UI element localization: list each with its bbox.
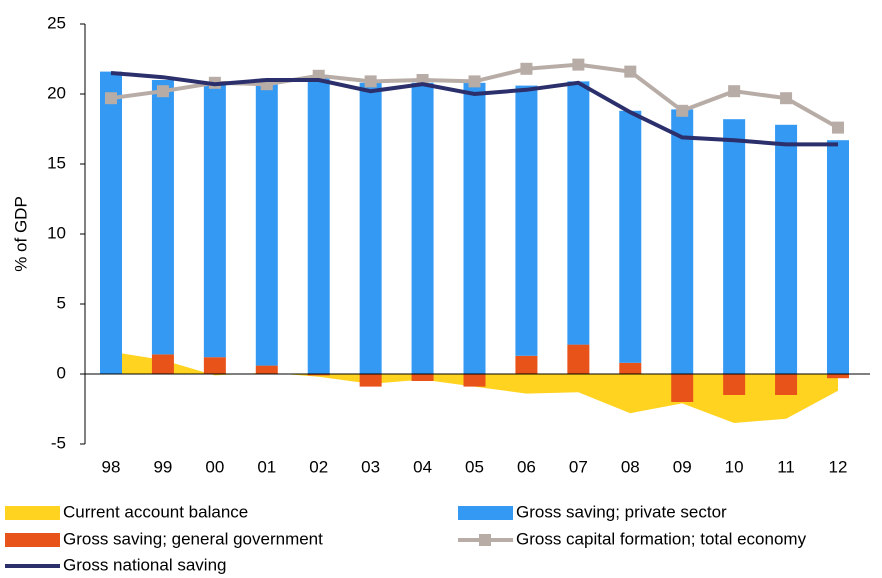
bar (671, 109, 694, 375)
y-tick-label: 5 (57, 293, 66, 312)
y-tick-label: -5 (51, 433, 66, 452)
bar (827, 374, 849, 379)
bar (671, 374, 694, 402)
marker (520, 62, 533, 75)
x-tick-label: 05 (465, 457, 484, 476)
bar (775, 124, 798, 374)
marker (676, 104, 689, 117)
legend-label: Gross saving; general government (63, 529, 323, 548)
x-tick-label: 98 (102, 457, 121, 476)
bar (567, 344, 590, 374)
y-tick-label: 25 (47, 13, 66, 32)
x-tick-label: 09 (673, 457, 692, 476)
bar (203, 357, 226, 374)
marker (364, 75, 377, 88)
legend-swatch (5, 506, 60, 520)
x-tick-label: 10 (725, 457, 744, 476)
bar (411, 82, 434, 375)
marker (780, 92, 793, 105)
bar (723, 374, 746, 395)
bar (619, 110, 642, 363)
x-tick-label: 00 (205, 457, 224, 476)
bar (827, 140, 849, 374)
bar (100, 71, 122, 374)
bar (463, 82, 486, 375)
x-tick-label: 01 (257, 457, 276, 476)
area (111, 351, 838, 423)
bar (775, 374, 798, 395)
legend-label: Gross capital formation; total economy (516, 529, 807, 548)
marker (728, 85, 741, 98)
bar (255, 365, 278, 374)
line (110, 71, 838, 147)
x-tick-label: 03 (361, 457, 380, 476)
bar (515, 85, 538, 356)
x-tick-label: 12 (829, 457, 848, 476)
x-tick-label: 02 (309, 457, 328, 476)
y-tick-label: 0 (57, 363, 66, 382)
marker (156, 85, 169, 98)
x-tick-label: 04 (413, 457, 432, 476)
bar (203, 82, 226, 358)
bar (307, 374, 330, 376)
marker (468, 75, 481, 88)
legend-swatch (5, 533, 60, 547)
bar (359, 374, 382, 387)
bar (463, 374, 486, 387)
marker (832, 121, 844, 134)
legend-swatch (458, 506, 513, 520)
legend-label: Gross national saving (63, 555, 226, 574)
x-tick-label: 06 (517, 457, 536, 476)
x-tick-label: 08 (621, 457, 640, 476)
bar (567, 81, 590, 345)
y-tick-label: 20 (47, 83, 66, 102)
bar (359, 82, 382, 375)
marker (572, 58, 585, 71)
marker (105, 92, 117, 105)
bar (151, 80, 174, 355)
bar (723, 119, 746, 374)
y-tick-label: 10 (47, 223, 66, 242)
legend-label: Current account balance (63, 502, 248, 521)
bar (307, 77, 330, 374)
x-tick-label: 07 (569, 457, 588, 476)
marker (624, 65, 637, 78)
legend-label: Gross saving; private sector (516, 502, 727, 521)
bar (619, 362, 642, 374)
y-tick-label: 15 (47, 153, 66, 172)
bar (255, 80, 278, 366)
bar (411, 374, 434, 381)
legend-marker (479, 534, 491, 546)
y-axis-label: % of GDP (11, 196, 30, 272)
x-tick-label: 11 (777, 457, 795, 476)
bar (515, 355, 538, 374)
x-tick-label: 99 (153, 457, 172, 476)
bar (151, 354, 174, 374)
